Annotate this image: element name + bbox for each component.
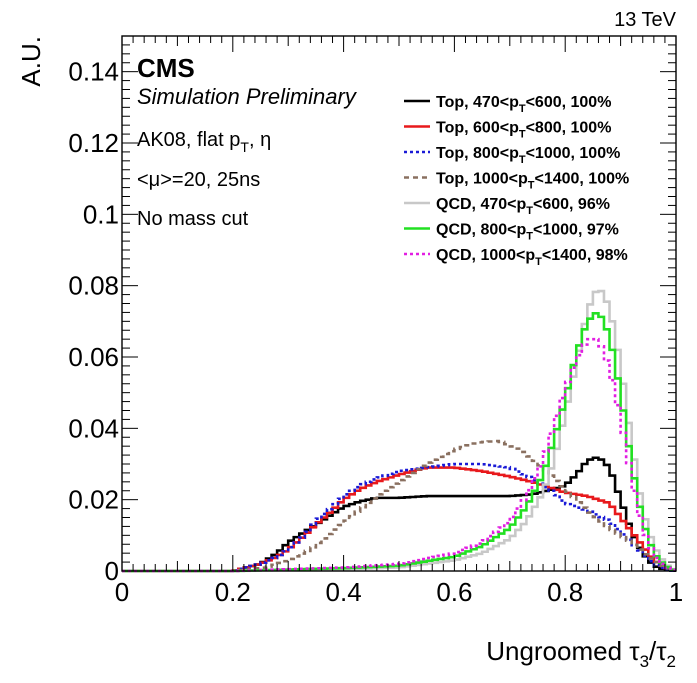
series-line-6 xyxy=(122,337,676,573)
x-tick-label: 0.2 xyxy=(215,577,251,607)
series-line-3 xyxy=(122,439,676,573)
legend-entry-1: Top, 600<pT<800, 100% xyxy=(436,120,611,141)
x-tick-label: 1 xyxy=(669,577,683,607)
axis-ticks xyxy=(121,35,677,572)
legend: Top, 470<pT<600, 100% Top, 600<pT<800, 10… xyxy=(404,94,629,268)
x-tick-label: 0.8 xyxy=(547,577,583,607)
legend-entry-6: QCD, 1000<pT<1400, 98% xyxy=(436,247,628,268)
x-axis-title: Ungroomed τ3/τ2 xyxy=(486,636,676,671)
series-line-4 xyxy=(122,289,676,573)
series-line-5 xyxy=(122,312,676,573)
status-label: Simulation Preliminary xyxy=(137,84,358,109)
info-line-2: No mass cut xyxy=(137,208,249,230)
legend-entry-5: QCD, 800<pT<1000, 97% xyxy=(436,222,619,243)
experiment-label: CMS xyxy=(137,53,195,83)
legend-entry-3: Top, 1000<pT<1400, 100% xyxy=(436,171,629,192)
x-tick-label: 0.4 xyxy=(326,577,362,607)
info-line-1: <μ>=20, 25ns xyxy=(137,169,260,191)
y-tick-label: 0.06 xyxy=(68,342,119,372)
y-tick-label: 0.14 xyxy=(68,57,119,87)
energy-label: 13 TeV xyxy=(614,9,677,31)
y-tick-label: 0.08 xyxy=(68,271,119,301)
legend-entry-2: Top, 800<pT<1000, 100% xyxy=(436,145,620,166)
y-tick-label: 0.12 xyxy=(68,128,119,158)
x-tick-label: 0.6 xyxy=(436,577,472,607)
y-tick-label: 0.1 xyxy=(83,199,119,229)
legend-entry-0: Top, 470<pT<600, 100% xyxy=(436,94,611,115)
series-curves xyxy=(122,289,676,573)
axis-tick-labels: 0 0.2 0.4 0.6 0.8 1 0 0.02 0.04 0.06 0.08 0.1 0.12 0.… xyxy=(68,57,683,607)
x-tick-label: 0 xyxy=(115,577,129,607)
legend-entry-4: QCD, 470<pT<600, 96% xyxy=(436,196,610,217)
y-tick-label: 0 xyxy=(105,556,119,586)
info-line-0: AK08, flat pT, η xyxy=(137,129,271,155)
y-tick-label: 0.02 xyxy=(68,485,119,515)
y-tick-label: 0.04 xyxy=(68,413,119,443)
y-axis-title: A.U. xyxy=(16,36,46,87)
